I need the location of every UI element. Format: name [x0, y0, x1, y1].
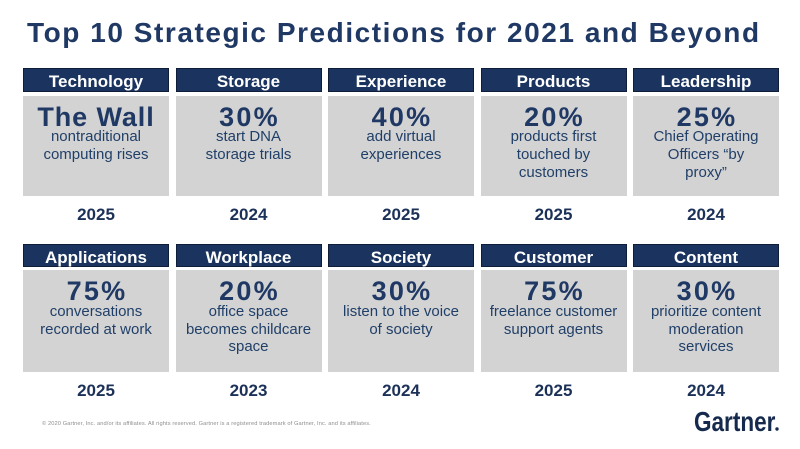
- svg-text:Gartner: Gartner: [694, 409, 776, 435]
